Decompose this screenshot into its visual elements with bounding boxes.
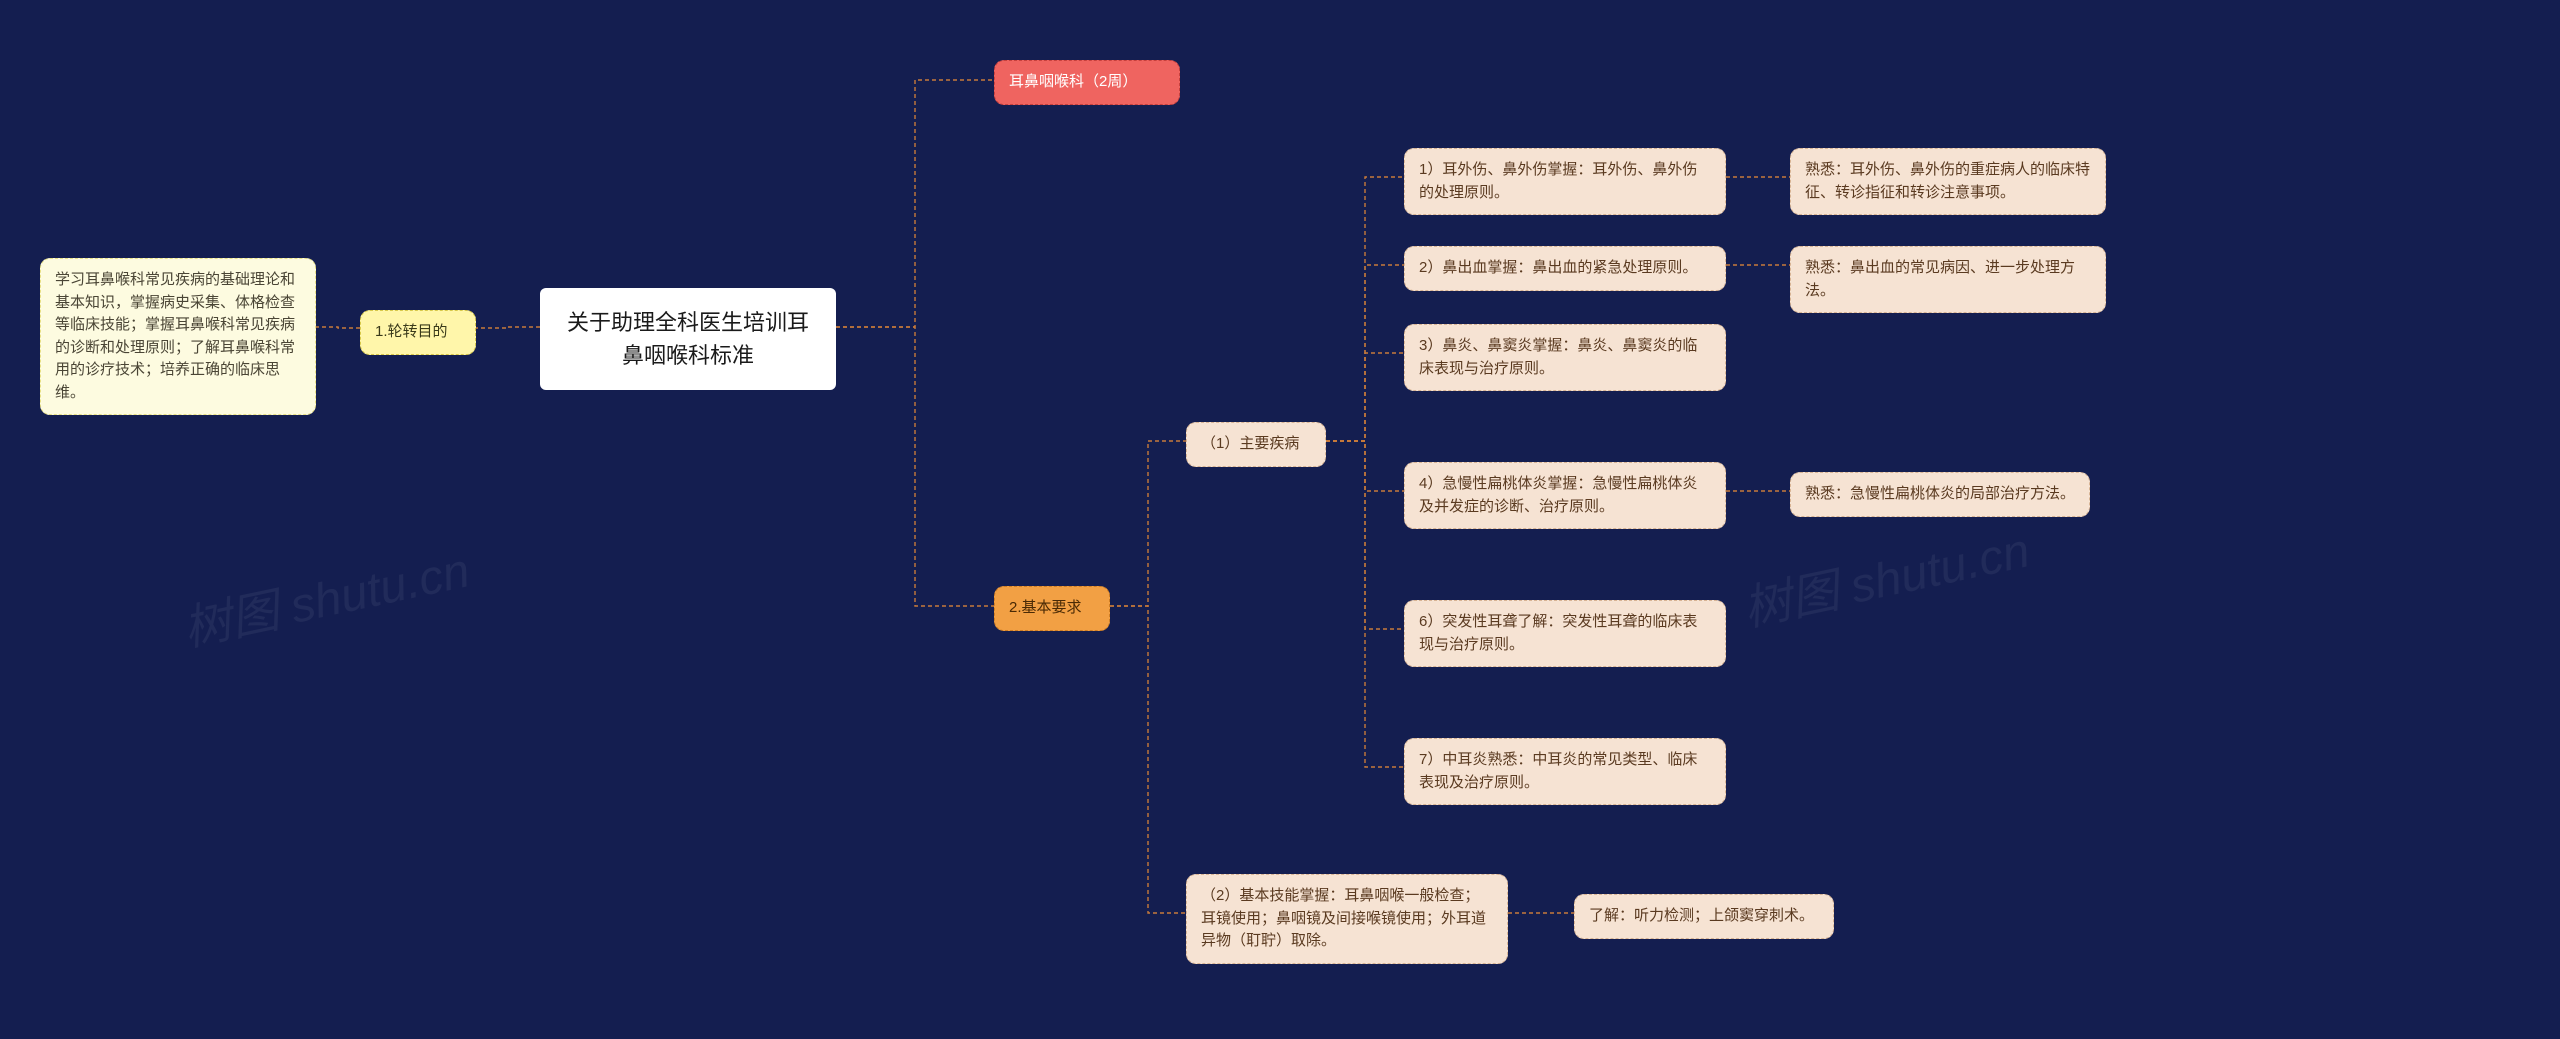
connector (1110, 606, 1186, 913)
connector (316, 327, 360, 328)
branch-2-1-main-diseases[interactable]: （1）主要疾病 (1186, 422, 1326, 467)
connector (476, 327, 540, 328)
root-node[interactable]: 关于助理全科医生培训耳鼻咽喉科标准 (540, 288, 836, 390)
connector (1326, 177, 1404, 441)
branch-top-ent-2weeks[interactable]: 耳鼻咽喉科（2周） (994, 60, 1180, 105)
leaf-2-1-6[interactable]: 6）突发性耳聋了解：突发性耳聋的临床表现与治疗原则。 (1404, 600, 1726, 667)
leaf-2-1-4a[interactable]: 熟悉：急慢性扁桃体炎的局部治疗方法。 (1790, 472, 2090, 517)
connector (1326, 353, 1404, 441)
leaf-2-1-7[interactable]: 7）中耳炎熟悉：中耳炎的常见类型、临床表现及治疗原则。 (1404, 738, 1726, 805)
branch-1-purpose[interactable]: 1.轮转目的 (360, 310, 476, 355)
watermark: 树图 shutu.cn (1736, 511, 2035, 640)
connector (1326, 441, 1404, 491)
watermark: 树图 shutu.cn (176, 531, 475, 660)
connector (836, 327, 994, 606)
branch-2-2-basic-skills[interactable]: （2）基本技能掌握：耳鼻咽喉一般检查；耳镜使用；鼻咽镜及间接喉镜使用；外耳道异物… (1186, 874, 1508, 964)
connector (836, 80, 994, 327)
branch-1-purpose-detail[interactable]: 学习耳鼻喉科常见疾病的基础理论和基本知识，掌握病史采集、体格检查等临床技能；掌握… (40, 258, 316, 415)
leaf-2-1-1[interactable]: 1）耳外伤、鼻外伤掌握：耳外伤、鼻外伤的处理原则。 (1404, 148, 1726, 215)
connector (1326, 441, 1404, 767)
branch-2-requirements[interactable]: 2.基本要求 (994, 586, 1110, 631)
leaf-2-1-1a[interactable]: 熟悉：耳外伤、鼻外伤的重症病人的临床特征、转诊指征和转诊注意事项。 (1790, 148, 2106, 215)
leaf-2-1-4[interactable]: 4）急慢性扁桃体炎掌握：急慢性扁桃体炎及并发症的诊断、治疗原则。 (1404, 462, 1726, 529)
leaf-2-1-3[interactable]: 3）鼻炎、鼻窦炎掌握：鼻炎、鼻窦炎的临床表现与治疗原则。 (1404, 324, 1726, 391)
connector (1110, 441, 1186, 606)
leaf-2-1-2[interactable]: 2）鼻出血掌握：鼻出血的紧急处理原则。 (1404, 246, 1726, 291)
leaf-2-1-2a[interactable]: 熟悉：鼻出血的常见病因、进一步处理方法。 (1790, 246, 2106, 313)
leaf-2-2a[interactable]: 了解：听力检测；上颌窦穿刺术。 (1574, 894, 1834, 939)
connector (1326, 265, 1404, 441)
connector (1326, 441, 1404, 629)
